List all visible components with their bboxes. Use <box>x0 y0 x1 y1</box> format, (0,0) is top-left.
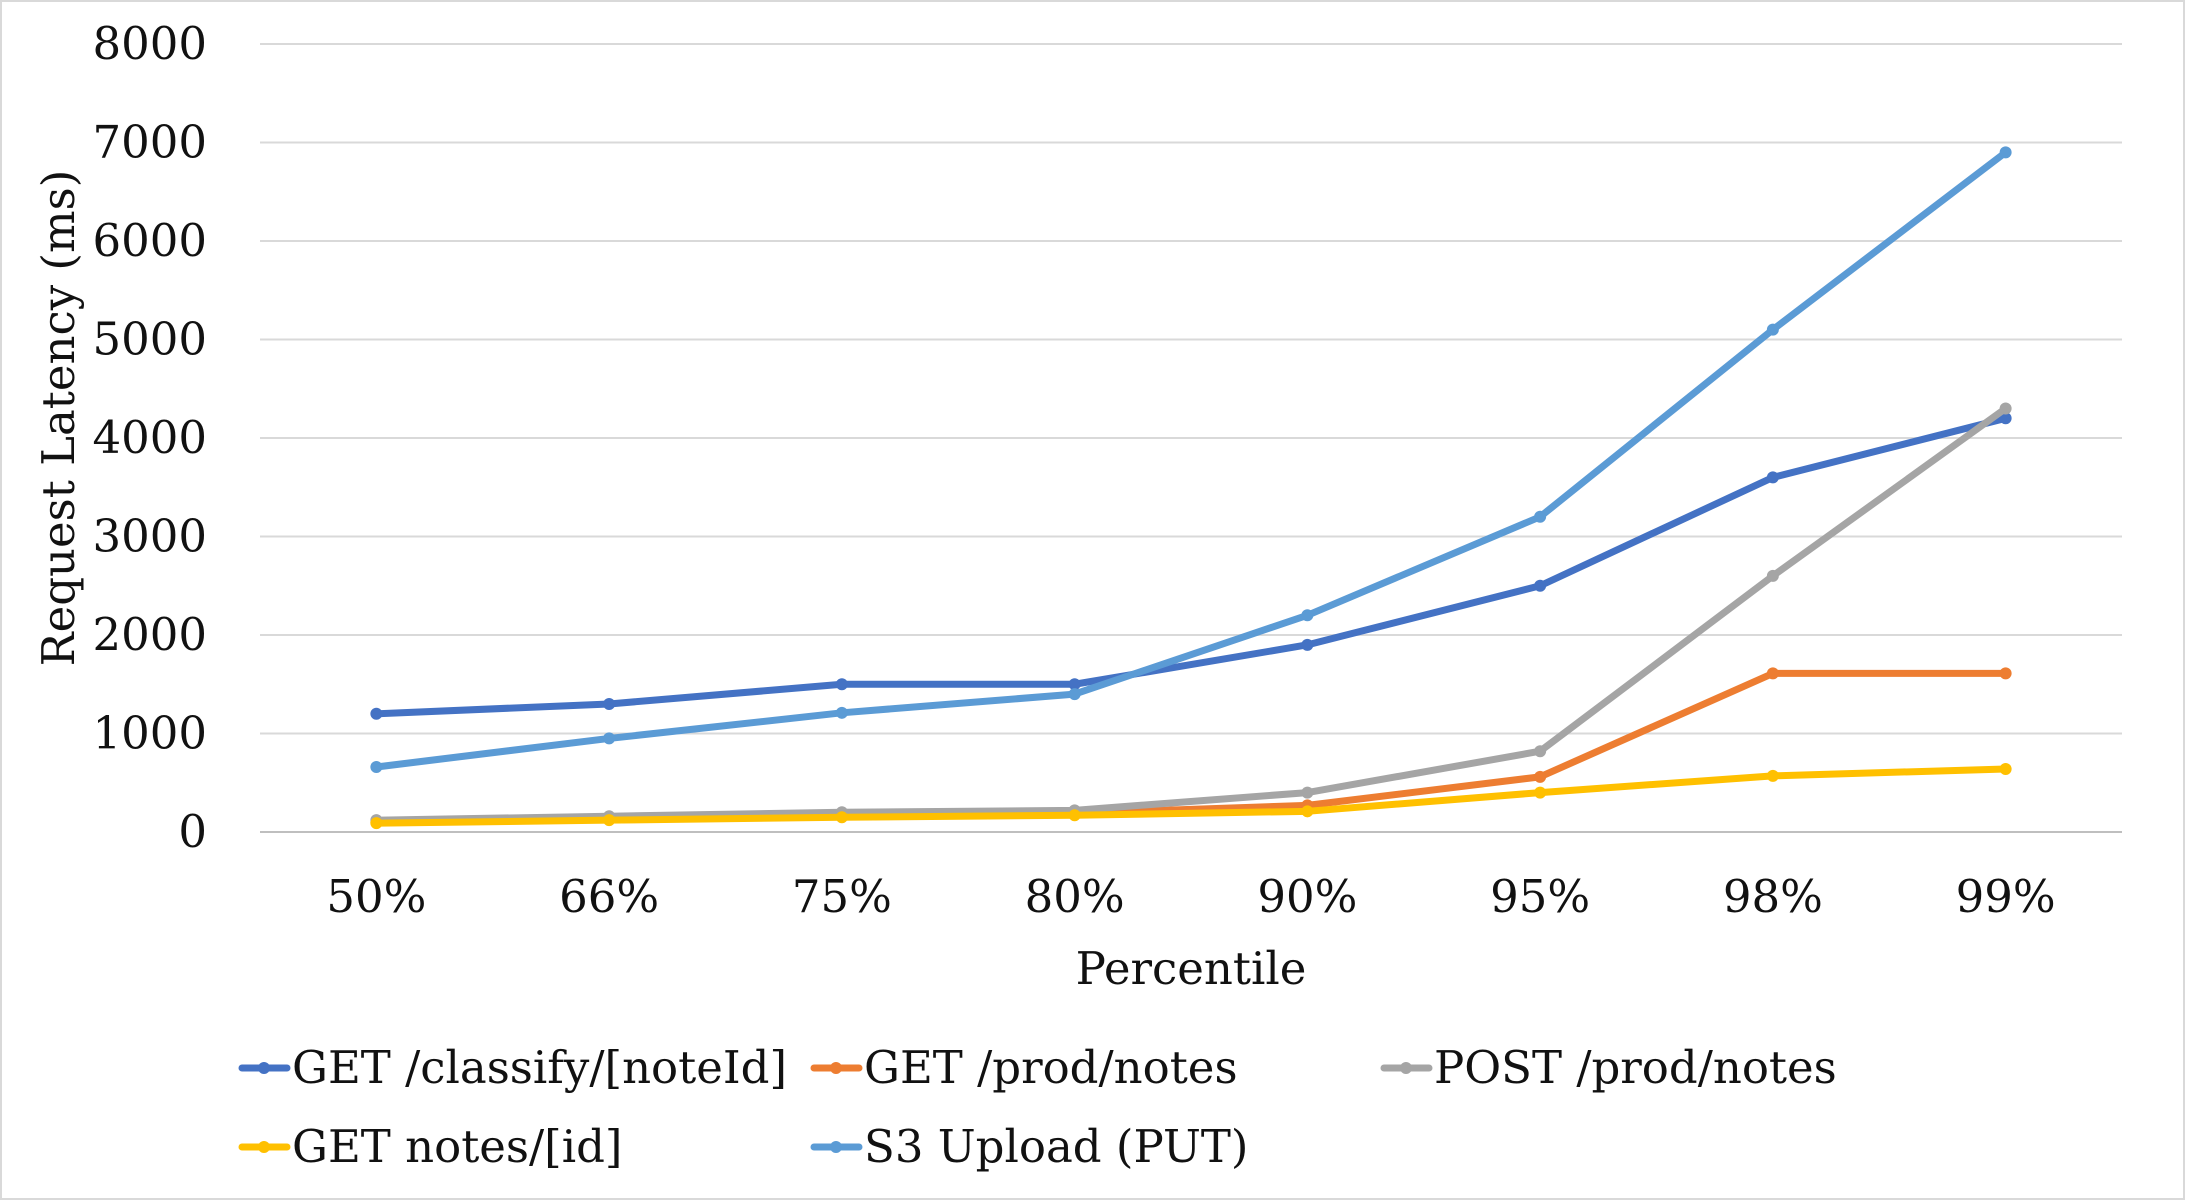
data-point <box>1068 809 1081 822</box>
series-2 <box>370 402 2012 827</box>
legend-label: POST /prod/notes <box>1434 1041 1837 1094</box>
data-point <box>835 678 848 691</box>
x-axis-title: Percentile <box>1076 942 1307 995</box>
data-point <box>1999 402 2012 415</box>
y-tick-label: 6000 <box>92 214 207 267</box>
data-point <box>1068 678 1081 691</box>
x-tick-label: 99% <box>1956 870 2056 923</box>
y-tick-label: 1000 <box>92 707 207 760</box>
x-tick-labels: 50% 66% 75% 80% 90% 95% 98% 99% <box>326 870 2055 923</box>
y-tick-label: 5000 <box>92 313 207 366</box>
y-axis-title: Request Latency (ms) <box>32 170 85 667</box>
data-point <box>1534 579 1547 592</box>
data-point <box>603 732 616 745</box>
data-point <box>1534 745 1547 758</box>
data-point <box>1999 146 2012 159</box>
x-tick-label: 66% <box>559 870 659 923</box>
data-point <box>1534 510 1547 523</box>
data-point <box>1301 805 1314 818</box>
series-0 <box>370 412 2012 720</box>
data-point <box>1301 609 1314 622</box>
grid-layer <box>260 43 2122 833</box>
legend-item: GET notes/[id] <box>238 1120 622 1173</box>
data-point <box>1301 786 1314 799</box>
data-point <box>1766 769 1779 782</box>
y-tick-label: 0 <box>178 805 207 858</box>
data-point <box>835 706 848 719</box>
legend-item: GET /prod/notes <box>810 1041 1238 1094</box>
series-line <box>372 148 2010 771</box>
legend-label: S3 Upload (PUT) <box>864 1120 1248 1173</box>
y-tick-label: 7000 <box>92 116 207 169</box>
legend-marker <box>830 1141 842 1153</box>
data-point <box>603 697 616 710</box>
x-tick-label: 98% <box>1723 870 1823 923</box>
legend-marker <box>258 1062 270 1074</box>
data-point <box>1766 471 1779 484</box>
x-tick-label: 75% <box>792 870 892 923</box>
data-point <box>1999 762 2012 775</box>
data-point <box>370 760 383 773</box>
y-tick-label: 4000 <box>92 411 207 464</box>
data-point <box>1534 770 1547 783</box>
x-tick-label: 50% <box>326 870 426 923</box>
x-tick-label: 95% <box>1490 870 1590 923</box>
y-tick-label: 3000 <box>92 510 207 563</box>
data-point <box>1068 688 1081 701</box>
data-point <box>1766 569 1779 582</box>
data-point <box>370 817 383 830</box>
data-point <box>1766 667 1779 680</box>
legend-marker <box>1400 1062 1412 1074</box>
legend: GET /classify/[noteId] GET /prod/notes POS… <box>238 1041 1837 1173</box>
legend-marker <box>830 1062 842 1074</box>
legend-marker <box>258 1141 270 1153</box>
data-point <box>1534 786 1547 799</box>
data-point <box>603 814 616 827</box>
data-point <box>1766 323 1779 336</box>
x-tick-label: 90% <box>1257 870 1357 923</box>
legend-item: S3 Upload (PUT) <box>810 1120 1248 1173</box>
data-point <box>1999 667 2012 680</box>
y-tick-label: 8000 <box>92 17 207 70</box>
legend-item: GET /classify/[noteId] <box>238 1041 787 1094</box>
legend-label: GET /prod/notes <box>864 1041 1238 1094</box>
y-tick-labels: 0 1000 2000 3000 4000 5000 6000 7000 8000 <box>92 17 207 858</box>
series-line <box>372 765 2010 827</box>
y-tick-label: 2000 <box>92 608 207 661</box>
legend-item: POST /prod/notes <box>1380 1041 1837 1094</box>
legend-label: GET notes/[id] <box>292 1120 622 1173</box>
data-point <box>1301 638 1314 651</box>
legend-label: GET /classify/[noteId] <box>292 1041 787 1094</box>
data-point <box>1999 412 2012 425</box>
series-line <box>372 404 2010 824</box>
x-tick-label: 80% <box>1025 870 1125 923</box>
data-point <box>370 707 383 720</box>
series-4 <box>370 146 2012 773</box>
series-layer <box>370 146 2012 830</box>
series-3 <box>370 762 2012 830</box>
data-point <box>835 811 848 824</box>
series-line <box>372 414 2010 718</box>
